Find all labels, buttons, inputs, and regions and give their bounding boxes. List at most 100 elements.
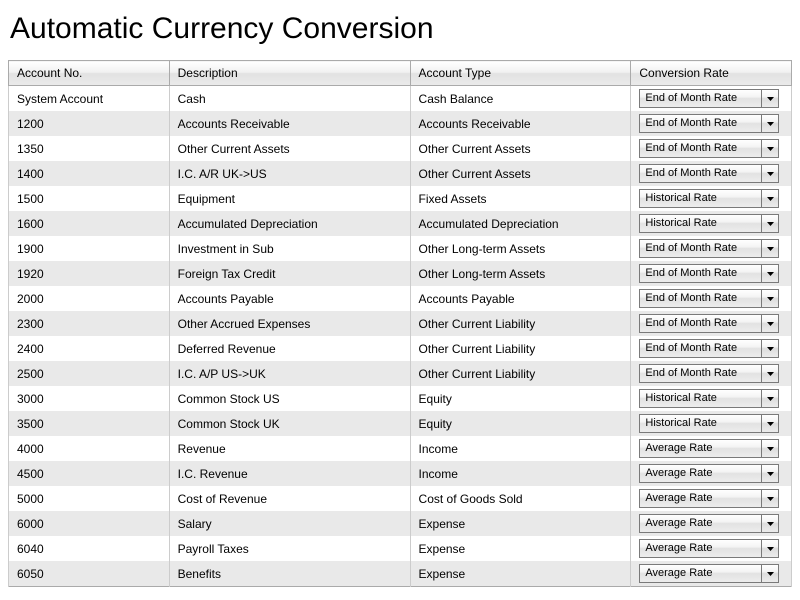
col-header-account-type[interactable]: Account Type xyxy=(410,61,631,86)
cell-description: I.C. Revenue xyxy=(169,461,410,486)
chevron-down-icon[interactable] xyxy=(761,240,778,257)
cell-description: Equipment xyxy=(169,186,410,211)
cell-conversion-rate: End of Month Rate xyxy=(631,161,792,186)
conversion-rate-dropdown[interactable]: End of Month Rate xyxy=(639,264,779,283)
cell-account-type: Equity xyxy=(410,386,631,411)
table-row: 3000Common Stock USEquityHistorical Rate xyxy=(9,386,792,411)
chevron-down-icon[interactable] xyxy=(761,290,778,307)
cell-account-type: Expense xyxy=(410,536,631,561)
cell-description: I.C. A/R UK->US xyxy=(169,161,410,186)
conversion-rate-dropdown[interactable]: Average Rate xyxy=(639,564,779,583)
conversion-rate-dropdown[interactable]: End of Month Rate xyxy=(639,89,779,108)
cell-description: Salary xyxy=(169,511,410,536)
dropdown-label: Average Rate xyxy=(640,440,761,457)
table-row: 1500EquipmentFixed AssetsHistorical Rate xyxy=(9,186,792,211)
chevron-down-icon[interactable] xyxy=(761,515,778,532)
chevron-down-icon[interactable] xyxy=(761,140,778,157)
accounts-table-wrap: Account No. Description Account Type Con… xyxy=(0,60,800,587)
conversion-rate-dropdown[interactable]: Average Rate xyxy=(639,539,779,558)
dropdown-label: End of Month Rate xyxy=(640,340,761,357)
dropdown-label: Historical Rate xyxy=(640,215,761,232)
dropdown-label: Average Rate xyxy=(640,540,761,557)
chevron-down-icon[interactable] xyxy=(761,490,778,507)
chevron-down-icon[interactable] xyxy=(761,90,778,107)
cell-description: Deferred Revenue xyxy=(169,336,410,361)
chevron-down-icon[interactable] xyxy=(761,315,778,332)
cell-conversion-rate: End of Month Rate xyxy=(631,86,792,112)
table-row: 4500I.C. RevenueIncomeAverage Rate xyxy=(9,461,792,486)
cell-conversion-rate: Average Rate xyxy=(631,461,792,486)
cell-conversion-rate: Average Rate xyxy=(631,436,792,461)
table-row: 6000SalaryExpenseAverage Rate xyxy=(9,511,792,536)
table-row: System AccountCashCash BalanceEnd of Mon… xyxy=(9,86,792,112)
conversion-rate-dropdown[interactable]: Average Rate xyxy=(639,464,779,483)
cell-description: Accumulated Depreciation xyxy=(169,211,410,236)
chevron-down-icon[interactable] xyxy=(761,440,778,457)
table-row: 1920Foreign Tax CreditOther Long-term As… xyxy=(9,261,792,286)
chevron-down-icon[interactable] xyxy=(761,215,778,232)
chevron-down-icon[interactable] xyxy=(761,465,778,482)
cell-account-type: Accumulated Depreciation xyxy=(410,211,631,236)
chevron-down-icon[interactable] xyxy=(761,115,778,132)
cell-account-no: 1350 xyxy=(9,136,170,161)
cell-conversion-rate: End of Month Rate xyxy=(631,286,792,311)
chevron-down-icon[interactable] xyxy=(761,165,778,182)
conversion-rate-dropdown[interactable]: Historical Rate xyxy=(639,214,779,233)
conversion-rate-dropdown[interactable]: End of Month Rate xyxy=(639,239,779,258)
cell-conversion-rate: End of Month Rate xyxy=(631,111,792,136)
cell-account-no: 2500 xyxy=(9,361,170,386)
table-row: 3500Common Stock UKEquityHistorical Rate xyxy=(9,411,792,436)
chevron-down-icon[interactable] xyxy=(761,540,778,557)
table-row: 2300Other Accrued ExpensesOther Current … xyxy=(9,311,792,336)
chevron-down-icon[interactable] xyxy=(761,265,778,282)
conversion-rate-dropdown[interactable]: End of Month Rate xyxy=(639,364,779,383)
conversion-rate-dropdown[interactable]: End of Month Rate xyxy=(639,339,779,358)
cell-account-type: Other Current Liability xyxy=(410,361,631,386)
cell-account-type: Expense xyxy=(410,511,631,536)
conversion-rate-dropdown[interactable]: Historical Rate xyxy=(639,414,779,433)
cell-account-no: 4000 xyxy=(9,436,170,461)
col-header-account-no[interactable]: Account No. xyxy=(9,61,170,86)
cell-account-no: 2400 xyxy=(9,336,170,361)
conversion-rate-dropdown[interactable]: Average Rate xyxy=(639,489,779,508)
chevron-down-icon[interactable] xyxy=(761,340,778,357)
cell-conversion-rate: Average Rate xyxy=(631,511,792,536)
col-header-description[interactable]: Description xyxy=(169,61,410,86)
conversion-rate-dropdown[interactable]: End of Month Rate xyxy=(639,114,779,133)
table-row: 6050BenefitsExpenseAverage Rate xyxy=(9,561,792,587)
cell-conversion-rate: End of Month Rate xyxy=(631,236,792,261)
chevron-down-icon[interactable] xyxy=(761,565,778,582)
table-row: 2500I.C. A/P US->UKOther Current Liabili… xyxy=(9,361,792,386)
conversion-rate-dropdown[interactable]: End of Month Rate xyxy=(639,139,779,158)
cell-conversion-rate: Historical Rate xyxy=(631,411,792,436)
conversion-rate-dropdown[interactable]: Average Rate xyxy=(639,514,779,533)
cell-description: Accounts Receivable xyxy=(169,111,410,136)
conversion-rate-dropdown[interactable]: End of Month Rate xyxy=(639,314,779,333)
chevron-down-icon[interactable] xyxy=(761,190,778,207)
cell-account-no: 2000 xyxy=(9,286,170,311)
cell-conversion-rate: End of Month Rate xyxy=(631,261,792,286)
conversion-rate-dropdown[interactable]: End of Month Rate xyxy=(639,289,779,308)
chevron-down-icon[interactable] xyxy=(761,365,778,382)
table-row: 6040Payroll TaxesExpense Average Rate xyxy=(9,536,792,561)
cell-account-type: Equity xyxy=(410,411,631,436)
cell-description: Payroll Taxes xyxy=(169,536,410,561)
chevron-down-icon[interactable] xyxy=(761,415,778,432)
dropdown-label: End of Month Rate xyxy=(640,290,761,307)
cell-account-no: 6040 xyxy=(9,536,170,561)
col-header-conversion-rate[interactable]: Conversion Rate xyxy=(631,61,792,86)
dropdown-label: Average Rate xyxy=(640,490,761,507)
cell-account-no: 3000 xyxy=(9,386,170,411)
conversion-rate-dropdown[interactable]: Average Rate xyxy=(639,439,779,458)
cell-account-no: 1200 xyxy=(9,111,170,136)
cell-description: Foreign Tax Credit xyxy=(169,261,410,286)
conversion-rate-dropdown[interactable]: End of Month Rate xyxy=(639,164,779,183)
cell-description: Common Stock UK xyxy=(169,411,410,436)
dropdown-label: Average Rate xyxy=(640,465,761,482)
cell-account-type: Accounts Payable xyxy=(410,286,631,311)
conversion-rate-dropdown[interactable]: Historical Rate xyxy=(639,389,779,408)
cell-conversion-rate: Historical Rate xyxy=(631,211,792,236)
conversion-rate-dropdown[interactable]: Historical Rate xyxy=(639,189,779,208)
table-row: 1600Accumulated DepreciationAccumulated … xyxy=(9,211,792,236)
chevron-down-icon[interactable] xyxy=(761,390,778,407)
